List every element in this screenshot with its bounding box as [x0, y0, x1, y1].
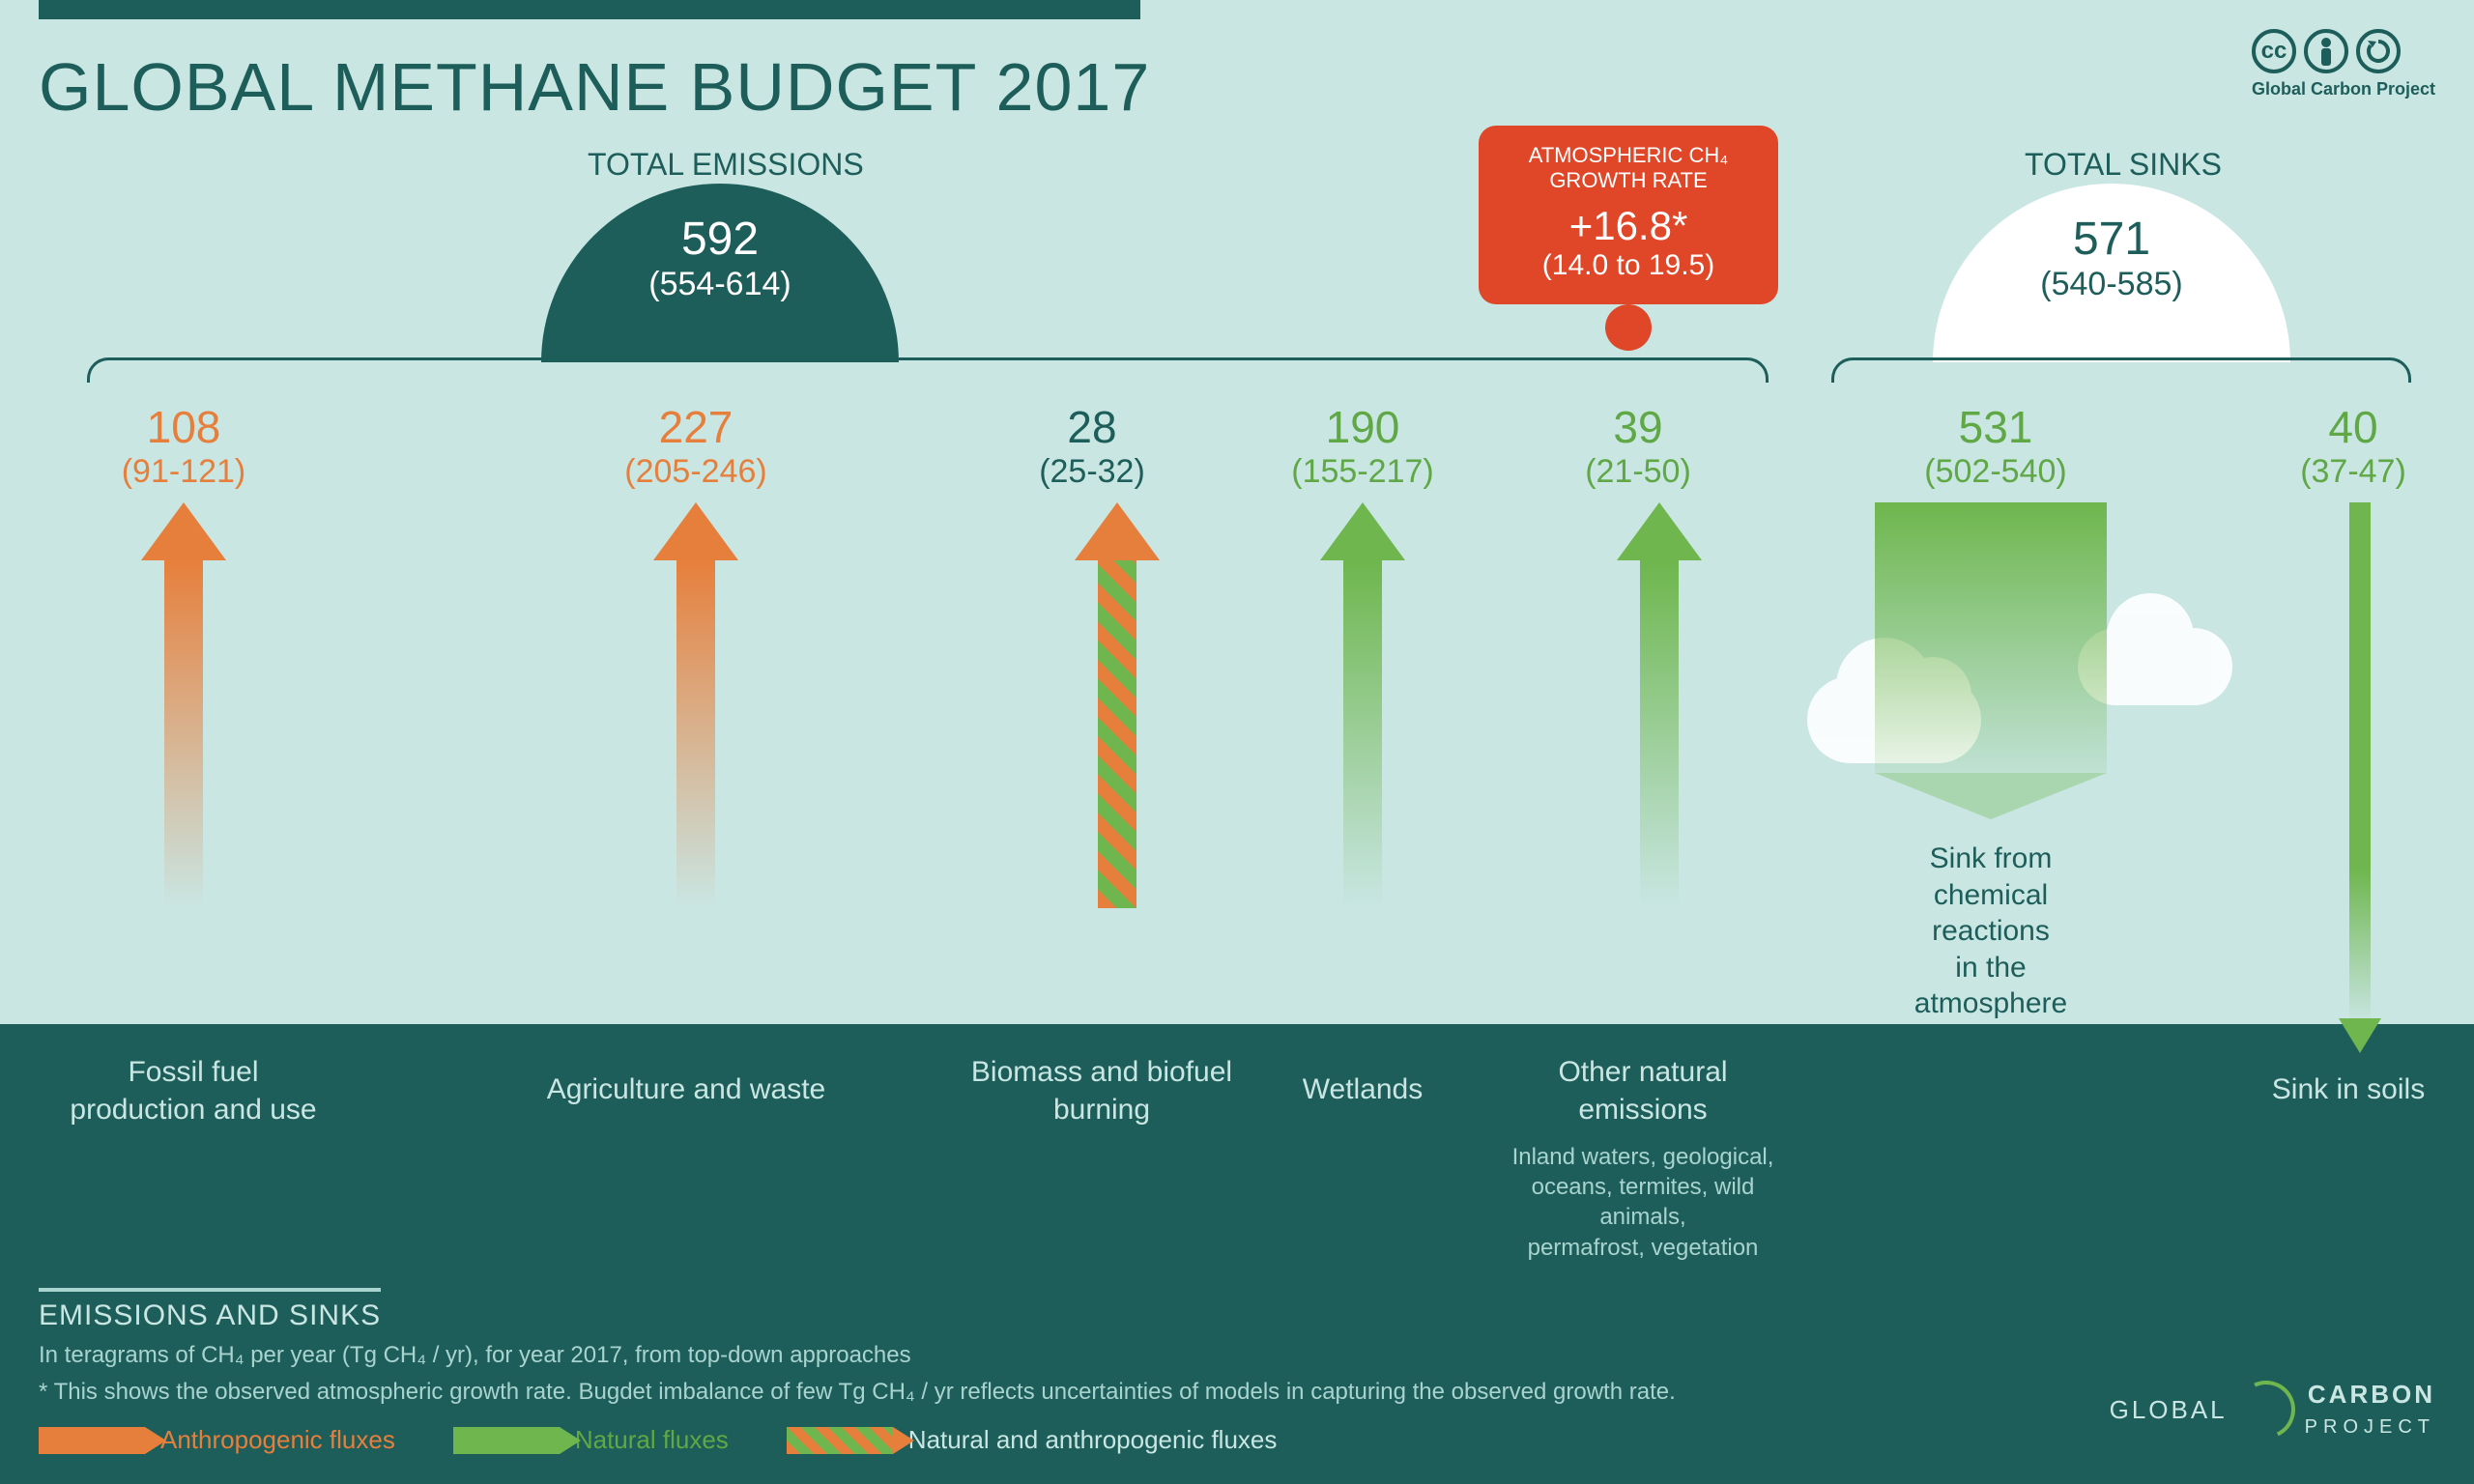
flux-biomass: 28 (25-32): [1015, 401, 1169, 491]
sharealike-icon: [2356, 29, 2401, 73]
swatch-green: [453, 1427, 560, 1454]
growth-value: +16.8*: [1488, 203, 1769, 249]
biomass-value: 28: [1015, 401, 1169, 453]
legend-natural-label: Natural fluxes: [575, 1425, 729, 1455]
cc-license-icons: cc Global Carbon Project: [2252, 29, 2435, 100]
logo-word1: GLOBAL: [2110, 1395, 2228, 1425]
top-bar: [39, 0, 1140, 19]
growth-label1: ATMOSPHERIC CH₄: [1488, 143, 1769, 168]
sinks-total-range: (540-585): [1933, 266, 2290, 303]
cc-icon: cc: [2252, 29, 2296, 73]
sinks-total-value: 571: [1933, 213, 2290, 266]
sinks-section-label: TOTAL SINKS: [2025, 147, 2222, 183]
sinks-bracket: [1831, 357, 2411, 383]
cat-agriculture: Agriculture and waste: [474, 1070, 899, 1108]
flux-sink-atm: 531 (502-540): [1904, 401, 2087, 491]
legend-title: EMISSIONS AND SINKS: [39, 1288, 381, 1332]
legend-natural: Natural fluxes: [453, 1425, 729, 1455]
agri-value: 227: [580, 401, 812, 453]
flux-fossil: 108 (91-121): [87, 401, 280, 491]
logo-word3: PROJECT: [2305, 1416, 2435, 1438]
emissions-total-value: 592: [541, 213, 899, 266]
flux-other-natural: 39 (21-50): [1546, 401, 1730, 491]
biomass-range: (25-32): [1015, 453, 1169, 491]
sink-soil-range: (37-47): [2281, 453, 2426, 491]
fossil-value: 108: [87, 401, 280, 453]
agriculture-arrow: [653, 502, 738, 908]
sink-atm-arrow: [1875, 502, 2107, 773]
swatch-orange: [39, 1427, 145, 1454]
cat-wetlands: Wetlands: [1256, 1070, 1469, 1108]
attribution-icon: [2304, 29, 2348, 73]
legend-anthro-label: Anthropogenic fluxes: [160, 1425, 395, 1455]
flux-wetlands: 190 (155-217): [1256, 401, 1469, 491]
biomass-arrow: [1075, 502, 1160, 908]
sink-soil-value: 40: [2281, 401, 2426, 453]
agri-range: (205-246): [580, 453, 812, 491]
legend-anthro: Anthropogenic fluxes: [39, 1425, 395, 1455]
logo-arc-icon: [2229, 1373, 2303, 1447]
sink-atm-value: 531: [1904, 401, 2087, 453]
cat-sink-soil: Sink in soils: [2252, 1070, 2445, 1108]
fossil-arrow: [141, 502, 226, 908]
legend-line2: * This shows the observed atmospheric gr…: [39, 1379, 1676, 1406]
cat-other-sub: Inland waters, geological,oceans, termit…: [1488, 1142, 1798, 1263]
growth-label2: GROWTH RATE: [1488, 168, 1769, 193]
flux-sink-soil: 40 (37-47): [2281, 401, 2426, 491]
other-arrow: [1617, 502, 1702, 908]
gcp-logo: GLOBAL CARBON PROJECT: [2110, 1380, 2435, 1440]
cat-fossil: Fossil fuelproduction and use: [48, 1053, 338, 1128]
attribution-label: Global Carbon Project: [2252, 79, 2435, 100]
flux-agriculture: 227 (205-246): [580, 401, 812, 491]
page-title: GLOBAL METHANE BUDGET 2017: [39, 48, 1150, 126]
growth-range: (14.0 to 19.5): [1488, 249, 1769, 282]
legend-mixed-label: Natural and anthropogenic fluxes: [908, 1425, 1278, 1455]
cat-other-label: Other naturalemissions: [1558, 1056, 1727, 1126]
sink-soil-arrow: [2339, 502, 2381, 1059]
emissions-total-range: (554-614): [541, 266, 899, 303]
fossil-range: (91-121): [87, 453, 280, 491]
legend-line1: In teragrams of CH₄ per year (Tg CH₄ / y…: [39, 1342, 1676, 1369]
cat-other: Other naturalemissions Inland waters, ge…: [1488, 1053, 1798, 1263]
emissions-bracket: [87, 357, 1769, 383]
cat-biomass: Biomass and biofuelburning: [947, 1053, 1256, 1128]
growth-tail: [1605, 304, 1652, 351]
logo-word2: CARBON: [2308, 1380, 2435, 1409]
legend-mixed: Natural and anthropogenic fluxes: [787, 1425, 1278, 1455]
other-value: 39: [1546, 401, 1730, 453]
growth-rate-box: ATMOSPHERIC CH₄ GROWTH RATE +16.8* (14.0…: [1479, 126, 1778, 304]
emissions-section-label: TOTAL EMISSIONS: [588, 147, 864, 183]
wetlands-value: 190: [1256, 401, 1469, 453]
wetlands-range: (155-217): [1256, 453, 1469, 491]
sink-atm-label: Sink fromchemical reactionsin the atmosp…: [1875, 841, 2107, 1022]
other-range: (21-50): [1546, 453, 1730, 491]
swatch-mixed: [787, 1427, 893, 1454]
sink-atm-range: (502-540): [1904, 453, 2087, 491]
wetlands-arrow: [1320, 502, 1405, 908]
legend: EMISSIONS AND SINKS In teragrams of CH₄ …: [39, 1288, 1676, 1455]
